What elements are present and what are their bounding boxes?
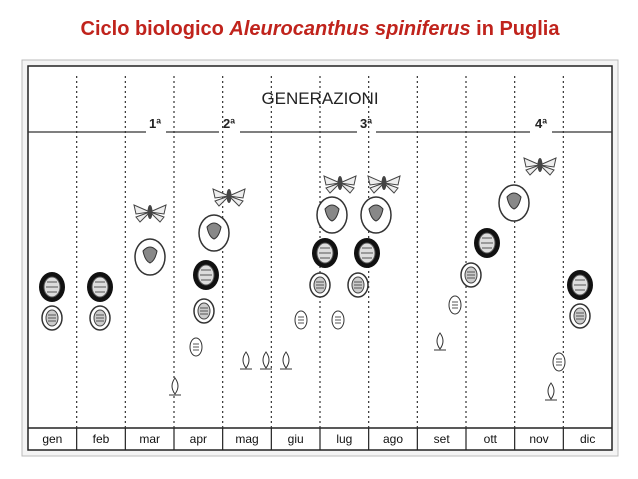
month-label: lug: [336, 432, 352, 446]
title-part: in Puglia: [476, 18, 560, 40]
month-label: mag: [235, 432, 258, 446]
month-label: apr: [190, 432, 207, 446]
month-label: nov: [529, 432, 548, 446]
generation-label: 3ª: [360, 116, 372, 131]
month-label: giu: [288, 432, 304, 446]
month-label: gen: [42, 432, 62, 446]
generation-label: 4ª: [535, 116, 547, 131]
month-label: ott: [484, 432, 498, 446]
month-label: feb: [93, 432, 110, 446]
month-label: ago: [383, 432, 403, 446]
generation-label: 2ª: [223, 116, 235, 131]
month-label: mar: [139, 432, 160, 446]
generation-label: 1ª: [149, 116, 161, 131]
title-species: Aleurocanthus spiniferus: [228, 18, 470, 40]
month-labels: gen feb mar apr mag giu lug ago set ott nov dic: [42, 432, 595, 446]
month-label: dic: [580, 432, 595, 446]
title-part: Ciclo biologico: [81, 18, 224, 40]
month-label: set: [434, 432, 451, 446]
page-title: Ciclo biologico Aleurocanthus spiniferus…: [81, 18, 561, 40]
heading: GENERAZIONI: [261, 89, 378, 108]
